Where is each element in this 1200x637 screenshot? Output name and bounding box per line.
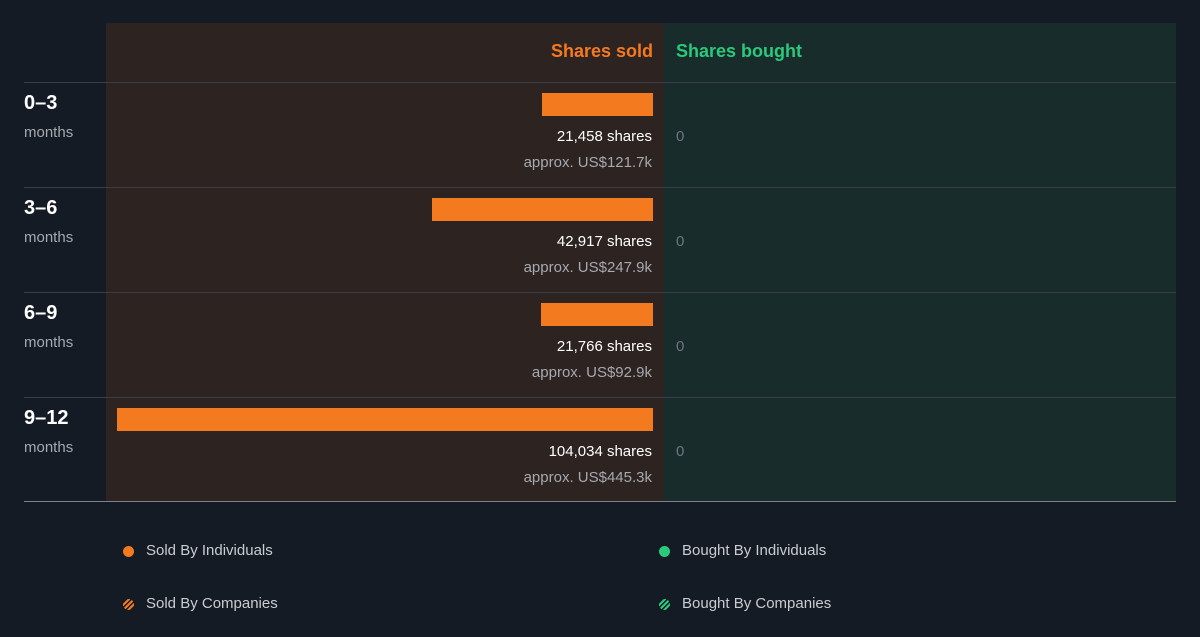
sold-value-label: approx. US$445.3k xyxy=(523,469,652,486)
period-unit: months xyxy=(24,124,74,141)
sold-shares-label: 21,766 shares xyxy=(556,338,652,355)
period-label: 9–12 months xyxy=(24,406,73,458)
legend-label: Sold By Companies xyxy=(146,595,278,612)
row-divider xyxy=(24,187,1176,188)
period-range: 0–3 xyxy=(24,92,58,114)
shares-sold-header: Shares sold xyxy=(550,41,653,61)
green-dot-icon xyxy=(659,545,670,557)
sold-value-label: approx. US$247.9k xyxy=(523,259,652,276)
sold-shares-label: 42,917 shares xyxy=(556,233,652,250)
sold-bar xyxy=(432,198,653,221)
row-divider xyxy=(24,82,1176,83)
sold-shares-label: 21,458 shares xyxy=(556,128,652,145)
legend-label: Bought By Individuals xyxy=(682,542,827,559)
shares-bought-header: Shares bought xyxy=(676,41,803,61)
period-label: 3–6 months xyxy=(24,196,73,248)
period-unit: months xyxy=(24,229,74,246)
legend-bought-by-individuals[interactable]: Bought By Individuals xyxy=(659,541,826,561)
legend-label: Bought By Companies xyxy=(682,595,832,612)
legend-label: Sold By Individuals xyxy=(146,542,273,559)
period-range: 6–9 xyxy=(24,302,58,324)
bought-shares-label: 0 xyxy=(676,338,685,355)
row-divider xyxy=(24,292,1176,293)
sold-value-label: approx. US$121.7k xyxy=(523,154,652,171)
sold-bar xyxy=(541,303,653,326)
sold-value-label: approx. US$92.9k xyxy=(531,364,652,381)
period-range: 3–6 xyxy=(24,197,58,219)
legend-sold-by-individuals[interactable]: Sold By Individuals xyxy=(123,541,273,561)
period-label: 6–9 months xyxy=(24,301,73,353)
chart-baseline xyxy=(24,501,1176,502)
period-range: 9–12 xyxy=(24,407,69,429)
orange-hatched-dot-icon xyxy=(123,598,134,610)
orange-dot-icon xyxy=(123,545,134,557)
bought-shares-label: 0 xyxy=(676,233,685,250)
period-unit: months xyxy=(24,439,74,456)
sold-bar xyxy=(542,93,653,116)
bought-shares-label: 0 xyxy=(676,128,685,145)
legend-bought-by-companies[interactable]: Bought By Companies xyxy=(659,594,831,614)
shares-bought-panel xyxy=(664,23,1176,502)
sold-shares-label: 104,034 shares xyxy=(548,443,652,460)
bought-shares-label: 0 xyxy=(676,443,685,460)
green-hatched-dot-icon xyxy=(659,598,670,610)
legend-sold-by-companies[interactable]: Sold By Companies xyxy=(123,594,278,614)
period-label: 0–3 months xyxy=(24,91,73,143)
row-divider xyxy=(24,397,1176,398)
sold-bar xyxy=(117,408,653,431)
period-unit: months xyxy=(24,334,74,351)
